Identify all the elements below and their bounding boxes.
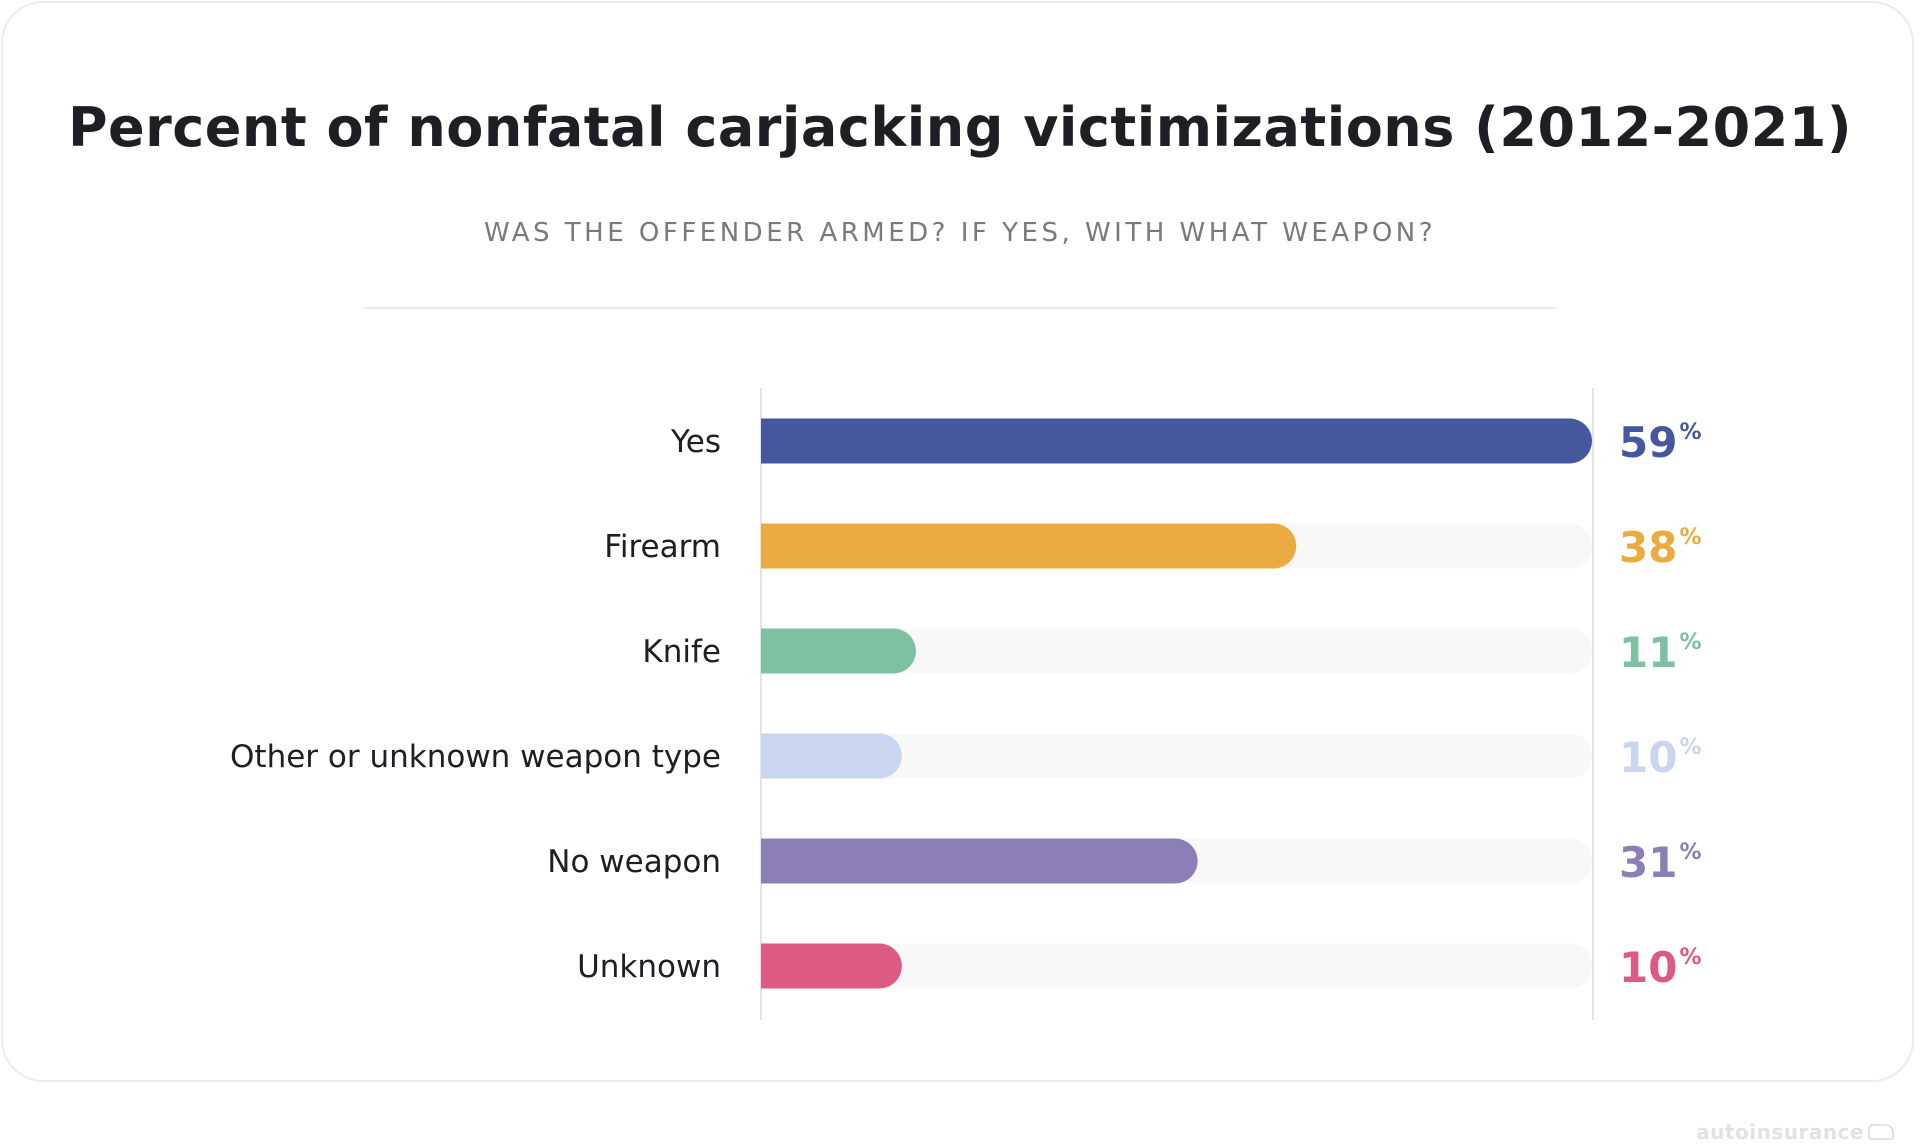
bar-firearm	[761, 523, 1297, 569]
watermark: autoinsurance	[1696, 1120, 1894, 1144]
value-label-firearm: 38%	[1619, 523, 1702, 572]
chart-subtitle: WAS THE OFFENDER ARMED? IF YES, WITH WHA…	[483, 218, 1437, 248]
value-label-knife: 11%	[1619, 628, 1702, 677]
bar-knife	[761, 628, 916, 674]
category-label-firearm: Firearm	[604, 529, 721, 565]
bar-track-knife	[761, 628, 1592, 674]
chart-title: Percent of nonfatal carjacking victimiza…	[67, 96, 1853, 159]
car-icon	[1868, 1124, 1894, 1140]
title-divider	[364, 307, 1556, 309]
bar-yes	[761, 418, 1592, 464]
category-label-no-weapon: No weapon	[547, 844, 721, 880]
value-label-no-weapon: 31%	[1619, 838, 1702, 887]
category-label-knife: Knife	[642, 634, 721, 670]
bar-unknown	[761, 943, 902, 989]
bar-other-or-unknown-weapon-type	[761, 733, 902, 779]
category-label-other-or-unknown-weapon-type: Other or unknown weapon type	[230, 739, 721, 775]
bar-no-weapon	[761, 838, 1198, 884]
bar-chart: Yes 59% Firearm 38% Knife 11% Other or unknown…	[230, 388, 1702, 1020]
value-label-other-or-unknown-weapon-type: 10%	[1619, 733, 1702, 782]
category-label-yes: Yes	[670, 424, 721, 460]
bar-track-other-or-unknown-weapon-type	[761, 733, 1592, 779]
category-label-unknown: Unknown	[577, 949, 721, 985]
value-label-unknown: 10%	[1619, 943, 1702, 992]
value-label-yes: 59%	[1619, 418, 1702, 467]
watermark-text: autoinsurance	[1696, 1120, 1864, 1144]
bar-track-unknown	[761, 943, 1592, 989]
